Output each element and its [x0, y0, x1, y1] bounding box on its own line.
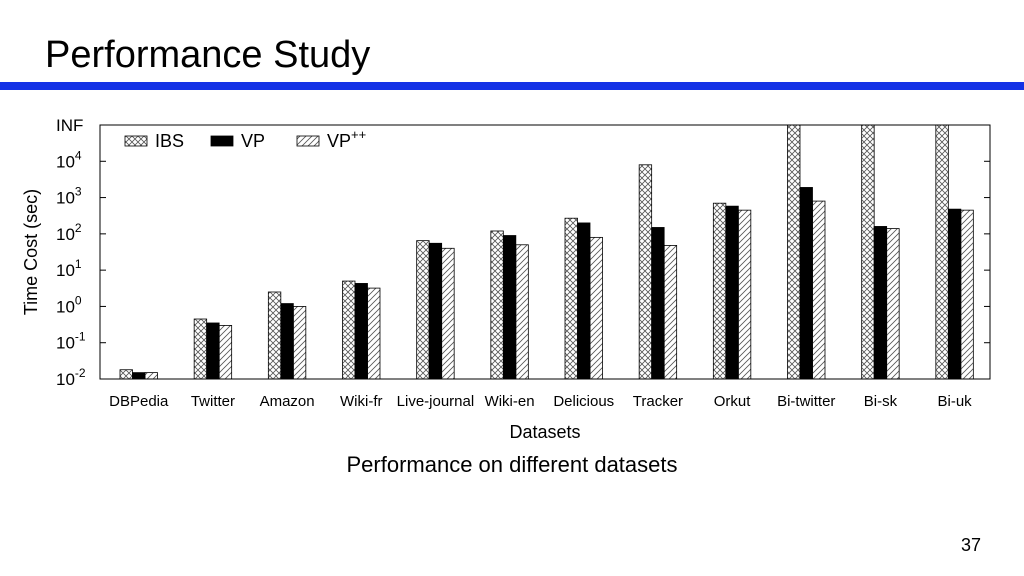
y-tick-label: 104 [56, 148, 82, 171]
x-tick-label: Wiki-en [485, 393, 535, 410]
bar-vp-wiki-en [502, 235, 517, 380]
y-tick-label: 102 [56, 221, 82, 244]
bar-ibs-amazon [267, 291, 282, 380]
legend-label: IBS [155, 131, 184, 151]
bar-ibs-bi-sk [861, 124, 875, 380]
page-number: 37 [960, 535, 981, 555]
plot-frame [99, 124, 991, 380]
x-tick-label: Twitter [191, 393, 235, 410]
bar-vp-wiki-fr [354, 283, 368, 380]
bar-vp-orkut [725, 205, 739, 380]
bar-vpplusplus-amazon [292, 306, 307, 380]
x-tick-label: Bi-uk [937, 393, 972, 410]
bar-vpplusplus-wiki-fr [367, 287, 381, 380]
bar-vp-twitter [206, 322, 220, 380]
y-tick-label: 10-2 [56, 366, 86, 389]
x-tick-label: Wiki-fr [340, 393, 382, 410]
bar-vp-bi-uk [947, 208, 962, 380]
y-tick-label: 101 [56, 257, 82, 280]
y-tick-label: 103 [56, 185, 82, 208]
y-tick-label: 10-1 [56, 330, 86, 353]
bar-vp-bi-sk [873, 226, 888, 380]
slide-title: Performance Study [45, 34, 371, 76]
x-tick-label: Tracker [633, 393, 683, 410]
bar-ibs-dbpedia [119, 369, 133, 380]
x-tick-label: Delicious [553, 393, 614, 410]
x-tick-label: Bi-sk [864, 393, 898, 410]
y-tick-label: 100 [56, 293, 82, 316]
x-tick-label: Amazon [260, 393, 315, 410]
bar-ibs-wiki-fr [342, 280, 356, 380]
bar-vp-bi-twitter [799, 187, 813, 380]
x-tick-label: Orkut [714, 393, 752, 410]
bar-chart: 10-2 10-1 100 101 102 103 104 INF Time Cost (sec… [21, 116, 991, 442]
bar-vpplusplus-bi-twitter [812, 200, 826, 380]
bar-vpplusplus-wiki-en [515, 244, 529, 380]
bar-vpplusplus-bi-sk [886, 228, 900, 380]
bar-ibs-live-journal [416, 240, 430, 380]
figure-caption: Performance on different datasets [346, 452, 678, 477]
bar-ibs-delicious [564, 217, 578, 380]
bar-vp-amazon [280, 303, 294, 380]
legend-swatch [124, 135, 148, 147]
legend-label: VP++ [327, 127, 366, 151]
bar-vpplusplus-tracker [663, 245, 678, 380]
bar-ibs-wiki-en [490, 230, 504, 380]
bar-vpplusplus-delicious [589, 236, 603, 380]
bar-ibs-bi-twitter [787, 124, 801, 380]
bar-vpplusplus-live-journal [441, 247, 455, 380]
title-rule [0, 82, 1024, 90]
bar-ibs-twitter [193, 318, 208, 380]
y-axis-label: Time Cost (sec) [21, 189, 41, 315]
bar-ibs-bi-uk [935, 124, 949, 380]
x-tick-label: Live-journal [397, 393, 475, 410]
y-tick-label: INF [56, 116, 83, 135]
x-tick-label: Bi-twitter [777, 393, 835, 410]
legend-swatch [210, 135, 234, 147]
x-axis-label: Datasets [509, 422, 580, 442]
bar-vpplusplus-bi-uk [960, 209, 974, 380]
bar-vp-delicious [577, 222, 591, 380]
bar-vp-tracker [651, 227, 665, 380]
bar-vpplusplus-orkut [737, 209, 752, 380]
bar-vp-live-journal [428, 242, 443, 380]
bar-vpplusplus-dbpedia [144, 372, 158, 380]
bar-vpplusplus-twitter [218, 325, 233, 380]
bar-ibs-tracker [638, 164, 653, 380]
legend-label: VP [241, 131, 265, 151]
legend-swatch [296, 135, 320, 147]
bar-ibs-orkut [712, 202, 727, 380]
x-tick-label: DBPedia [109, 393, 169, 410]
